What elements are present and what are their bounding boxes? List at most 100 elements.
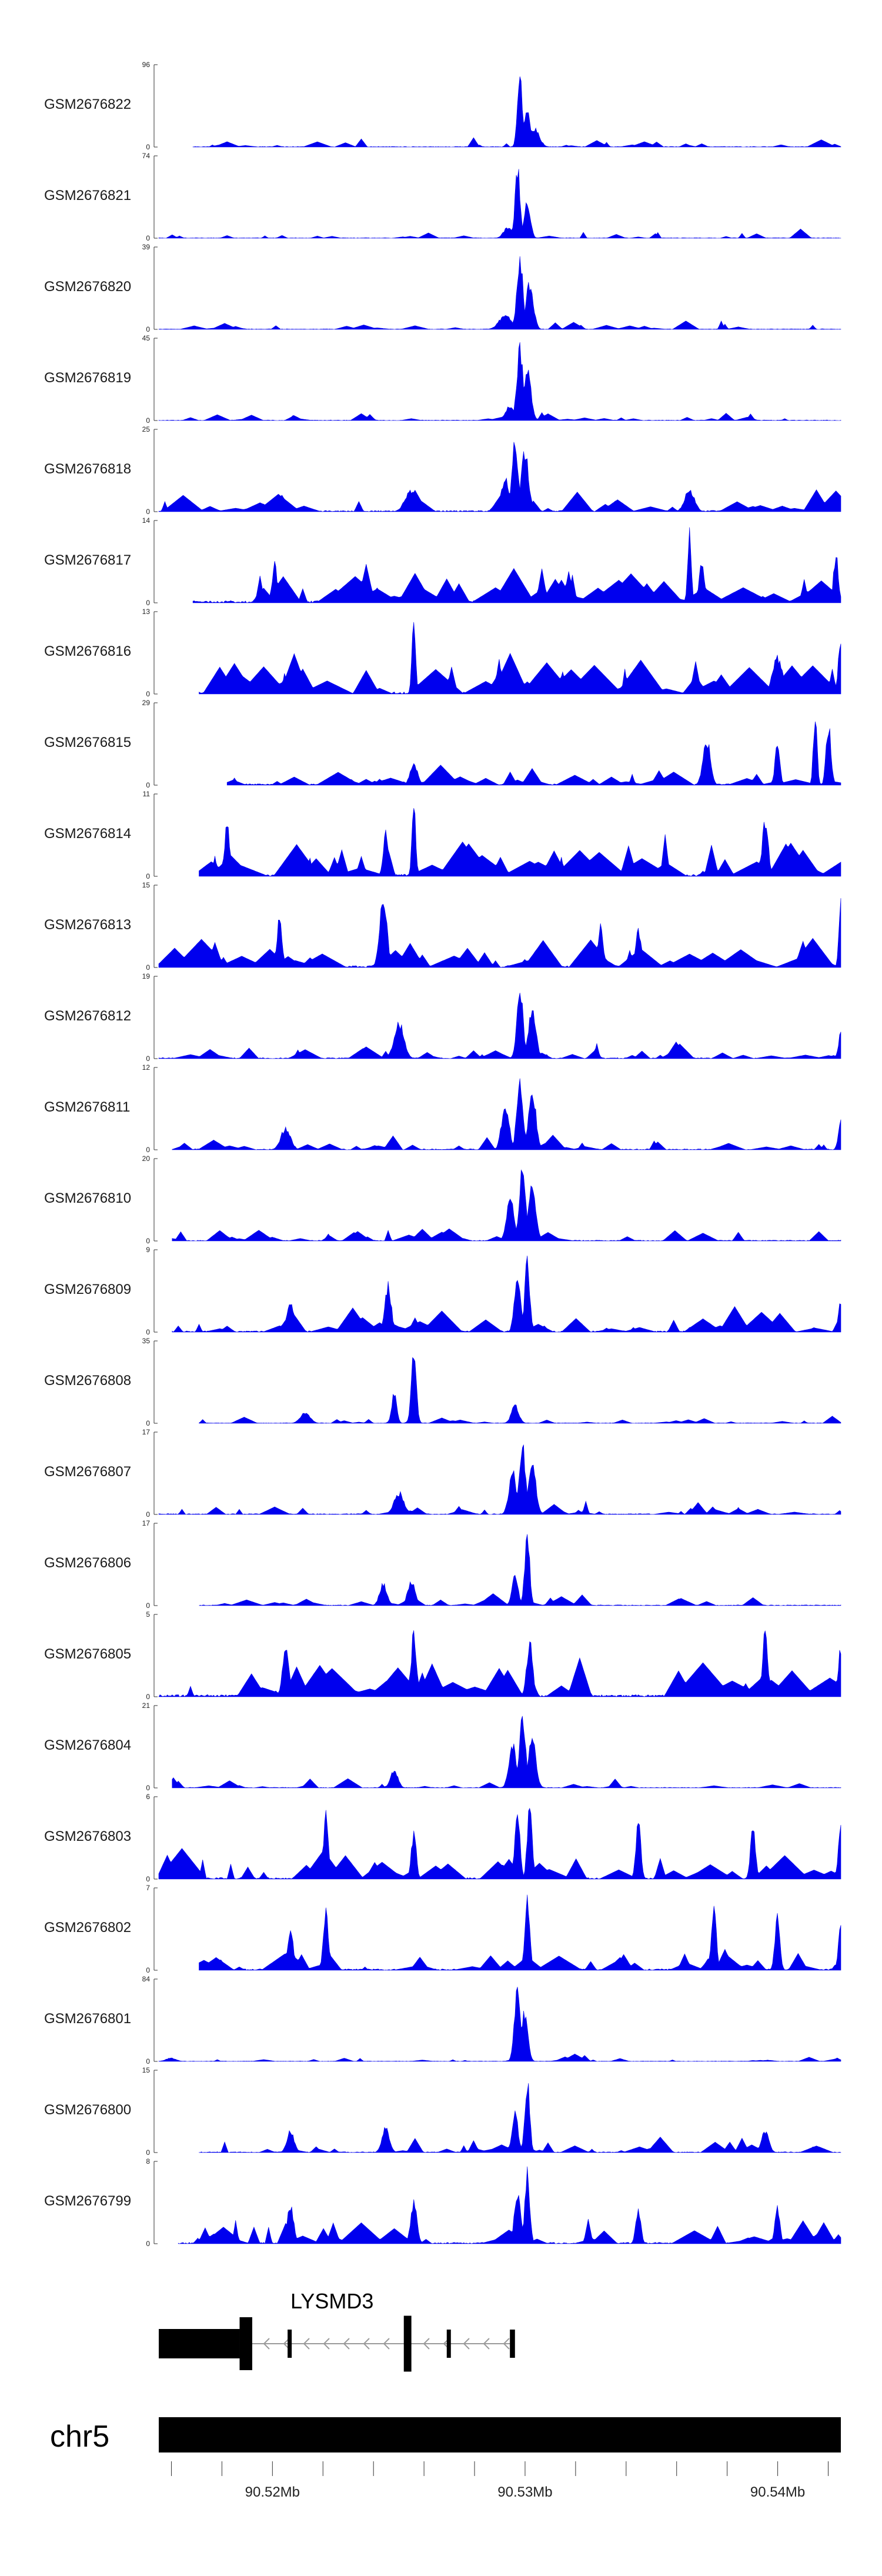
track-GSM2676808: GSM2676808 35 0 — [44, 1337, 841, 1427]
strand-arrow — [283, 2338, 290, 2350]
track-GSM2676813: GSM2676813 15 0 — [44, 881, 841, 972]
y-max-label: 9 — [146, 1246, 150, 1254]
chromosome-bar — [159, 2417, 841, 2452]
y-max-label: 84 — [142, 1975, 151, 1983]
signal-area — [158, 442, 841, 512]
y-max-label: 5 — [146, 1610, 150, 1619]
y-min-label: 0 — [146, 1693, 150, 1701]
track-GSM2676815: GSM2676815 29 0 — [44, 699, 841, 789]
track-label: GSM2676819 — [44, 370, 131, 386]
y-min-label: 0 — [146, 2057, 150, 2066]
y-min-label: 0 — [146, 1966, 150, 1974]
y-min-label: 0 — [146, 1875, 150, 1883]
signal-area — [199, 808, 841, 877]
track-label: GSM2676818 — [44, 461, 131, 477]
track-GSM2676812: GSM2676812 19 0 — [44, 972, 841, 1063]
y-max-label: 14 — [142, 516, 151, 525]
track-label: GSM2676801 — [44, 2011, 131, 2027]
track-label: GSM2676816 — [44, 643, 131, 659]
gene-exon — [239, 2317, 252, 2370]
y-min-label: 0 — [146, 1328, 150, 1336]
track-label: GSM2676805 — [44, 1646, 131, 1662]
track-label: GSM2676820 — [44, 279, 131, 295]
strand-arrow — [303, 2338, 310, 2350]
chromosome-label: chr5 — [50, 2420, 109, 2454]
signal-area — [158, 1987, 841, 2062]
track-label: GSM2676810 — [44, 1190, 131, 1206]
y-max-label: 39 — [142, 243, 151, 251]
track-label: GSM2676822 — [44, 96, 131, 112]
y-min-label: 0 — [146, 2148, 150, 2157]
signal-area — [158, 256, 841, 330]
y-max-label: 74 — [142, 152, 151, 160]
y-max-label: 19 — [142, 972, 151, 980]
track-label: GSM2676799 — [44, 2193, 131, 2209]
track-GSM2676806: GSM2676806 17 0 — [44, 1519, 841, 1610]
track-GSM2676804: GSM2676804 21 0 — [44, 1701, 841, 1792]
signal-area — [158, 1444, 841, 1515]
y-max-label: 29 — [142, 699, 151, 707]
y-min-label: 0 — [146, 1510, 150, 1519]
signal-area — [158, 992, 841, 1059]
strand-arrow — [323, 2338, 330, 2350]
track-label: GSM2676815 — [44, 735, 131, 750]
y-min-label: 0 — [146, 508, 150, 516]
track-label: GSM2676802 — [44, 1920, 131, 1936]
y-max-label: 15 — [142, 881, 151, 889]
signal-area — [172, 1716, 841, 1788]
y-max-label: 96 — [142, 61, 151, 69]
strand-arrow — [483, 2338, 490, 2350]
y-min-label: 0 — [146, 1419, 150, 1427]
track-label: GSM2676803 — [44, 1828, 131, 1844]
track-GSM2676820: GSM2676820 39 0 — [44, 243, 841, 333]
y-max-label: 21 — [142, 1701, 151, 1710]
track-label: GSM2676804 — [44, 1737, 131, 1753]
strand-arrow — [503, 2338, 510, 2350]
track-label: GSM2676811 — [44, 1099, 130, 1115]
y-max-label: 12 — [142, 1063, 151, 1072]
track-GSM2676799: GSM2676799 8 0 — [44, 2157, 841, 2248]
signal-area — [199, 1894, 841, 1971]
y-min-label: 0 — [146, 325, 150, 333]
signal-area — [226, 721, 841, 786]
gene-track: LYSMD3 — [159, 2289, 515, 2372]
signal-area — [199, 1534, 841, 1606]
track-GSM2676818: GSM2676818 25 0 — [44, 425, 841, 516]
y-min-label: 0 — [146, 690, 150, 698]
y-min-label: 0 — [146, 963, 150, 972]
y-max-label: 35 — [142, 1337, 151, 1345]
track-label: GSM2676812 — [44, 1008, 131, 1024]
gene-exon — [446, 2330, 451, 2358]
y-max-label: 13 — [142, 608, 151, 616]
y-max-label: 15 — [142, 2066, 151, 2074]
strand-arrow — [383, 2338, 390, 2350]
track-label: GSM2676809 — [44, 1282, 131, 1297]
track-GSM2676803: GSM2676803 6 0 — [44, 1793, 841, 1883]
track-GSM2676809: GSM2676809 9 0 — [44, 1246, 841, 1336]
signal-area — [199, 2083, 841, 2153]
track-label: GSM2676813 — [44, 917, 131, 933]
signal-area — [158, 169, 841, 239]
track-GSM2676811: GSM2676811 12 0 — [44, 1063, 841, 1154]
y-max-label: 25 — [142, 425, 151, 433]
gene-exon — [510, 2330, 515, 2358]
track-label: GSM2676817 — [44, 552, 131, 568]
y-max-label: 6 — [146, 1793, 150, 1801]
track-GSM2676819: GSM2676819 45 0 — [44, 334, 841, 425]
track-GSM2676814: GSM2676814 11 0 — [44, 790, 841, 880]
ideogram-track: chr5 90.52Mb 90.53Mb 90.54Mb — [50, 2417, 841, 2500]
y-min-label: 0 — [146, 1055, 150, 1063]
track-GSM2676821: GSM2676821 74 0 — [44, 152, 841, 242]
x-tick-label: 90.52Mb — [245, 2484, 300, 2500]
signal-area — [172, 1256, 841, 1333]
y-min-label: 0 — [146, 872, 150, 880]
gene-exon — [288, 2330, 292, 2358]
signal-area — [158, 1807, 841, 1880]
track-GSM2676810: GSM2676810 20 0 — [44, 1154, 841, 1245]
y-max-label: 17 — [142, 1519, 151, 1527]
track-label: GSM2676808 — [44, 1373, 131, 1389]
signal-area — [172, 1078, 841, 1150]
y-min-label: 0 — [146, 1784, 150, 1792]
y-min-label: 0 — [146, 1601, 150, 1610]
y-max-label: 8 — [146, 2157, 150, 2165]
